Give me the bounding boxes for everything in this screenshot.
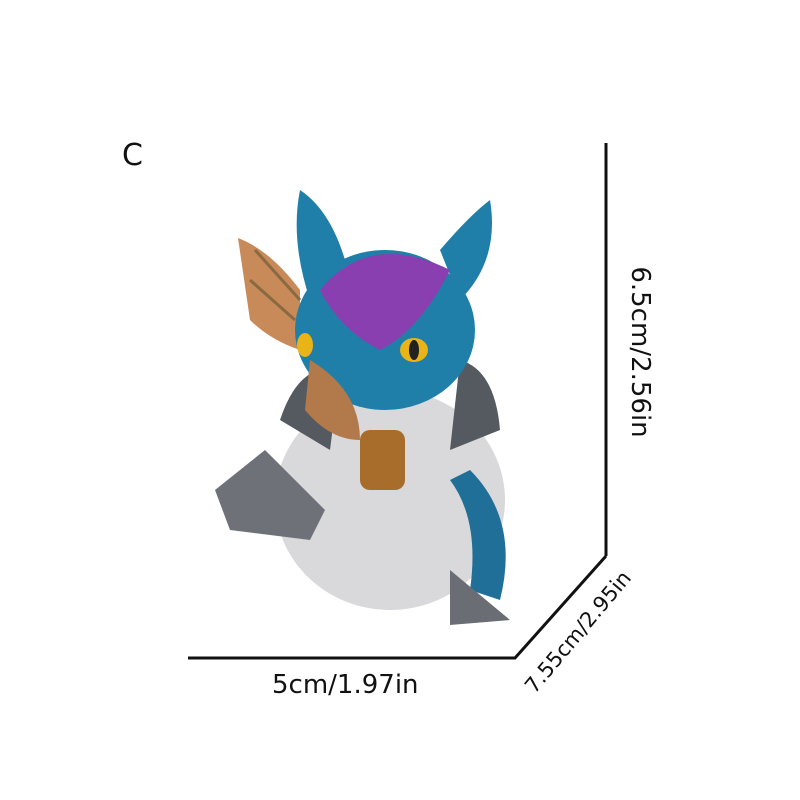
dragon-figurine-image [215,190,510,625]
height-dimension-label: 6.5cm/2.56in [625,266,655,438]
depth-line [513,555,608,659]
variant-label: C [122,138,143,173]
width-dimension-label: 5cm/1.97in [272,670,419,700]
